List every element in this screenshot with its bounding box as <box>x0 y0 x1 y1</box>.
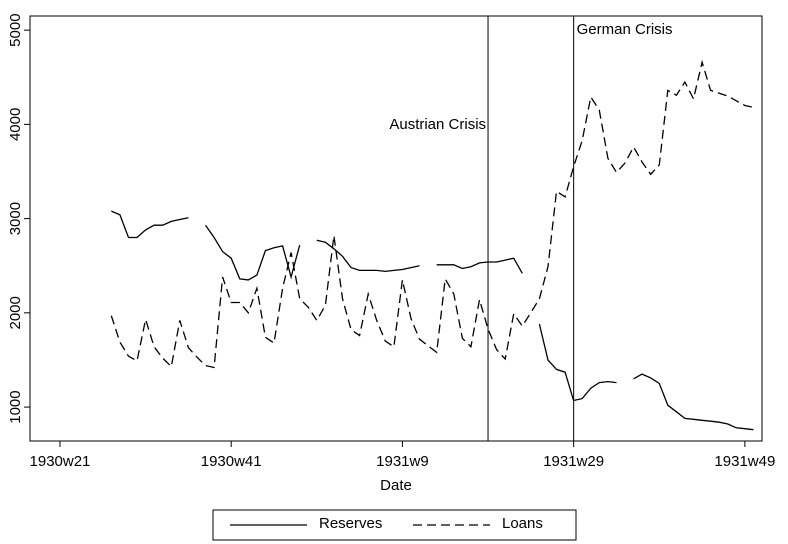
legend-label: Loans <box>502 515 543 532</box>
x-axis-label: Date <box>380 477 412 494</box>
annotation: Austrian Crisis <box>389 116 486 133</box>
y-tick-label: 4000 <box>7 108 24 141</box>
x-tick-label: 1931w49 <box>714 453 775 470</box>
series-line <box>111 210 754 431</box>
x-tick-label: 1931w9 <box>376 453 429 470</box>
y-tick-label: 3000 <box>7 202 24 235</box>
y-tick-label: 5000 <box>7 13 24 46</box>
x-tick-label: 1930w41 <box>201 453 262 470</box>
series-line <box>110 59 754 369</box>
y-tick-label: 2000 <box>7 296 24 329</box>
x-tick-label: 1930w21 <box>30 453 91 470</box>
plot-frame <box>29 15 763 442</box>
legend-label: Reserves <box>319 515 382 532</box>
annotation: German Crisis <box>577 21 673 38</box>
x-tick-label: 1931w29 <box>543 453 604 470</box>
y-tick-label: 1000 <box>7 390 24 423</box>
